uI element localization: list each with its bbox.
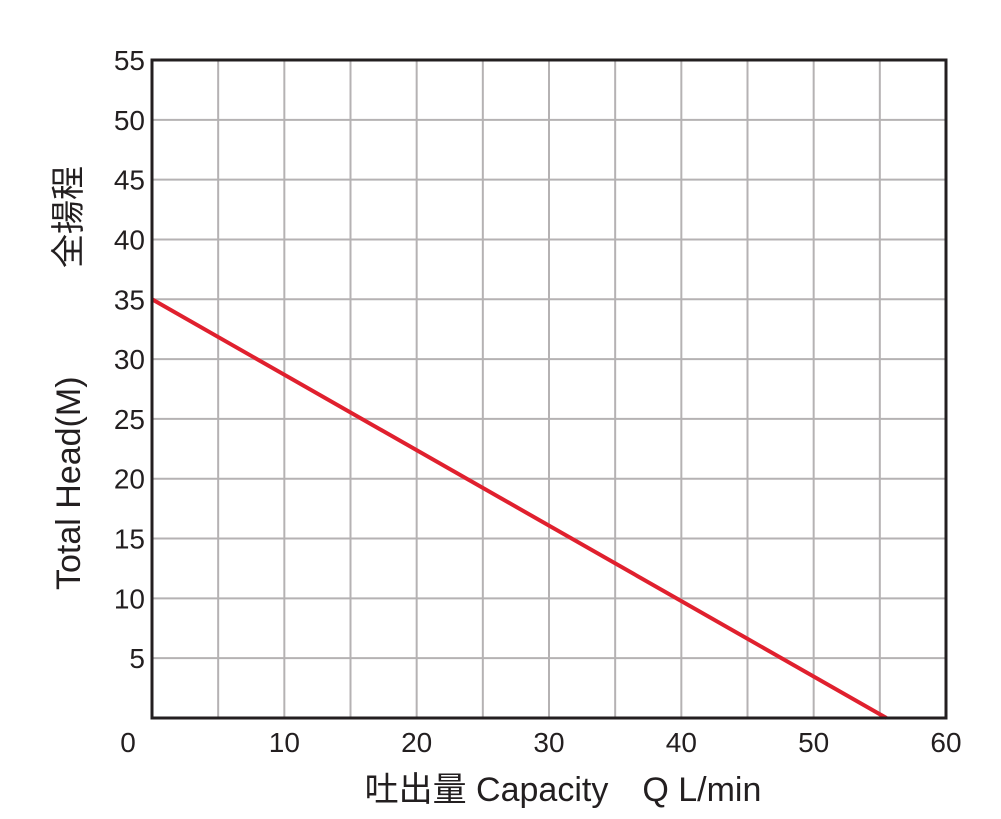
x-tick-label: 30 — [533, 727, 564, 758]
y-tick-label: 40 — [114, 224, 145, 255]
series-layer — [151, 297, 888, 720]
y-axis-title-group: Total Head(M) — [50, 376, 88, 590]
x-tick-label: 40 — [666, 727, 697, 758]
x-tick-label: 0 — [120, 727, 136, 758]
y-tick-label: 55 — [114, 45, 145, 76]
x-tick-label: 20 — [401, 727, 432, 758]
y-tick-label: 45 — [114, 165, 145, 196]
x-axis-title: 吐出量 Capacity Q L/min — [365, 771, 762, 809]
y-axis-title: Total Head(M) — [50, 376, 88, 590]
y-tick-label: 15 — [114, 524, 145, 555]
x-tick-label: 50 — [798, 727, 829, 758]
grid — [152, 60, 946, 718]
y-tick-label: 50 — [114, 105, 145, 136]
plot-frame — [150, 58, 948, 720]
y-tick-label: 20 — [114, 464, 145, 495]
y-tick-label: 10 — [114, 583, 145, 614]
y-tick-label: 5 — [129, 643, 145, 674]
series-line — [151, 297, 888, 720]
x-tick-labels: 0 10 20 30 40 50 60 — [120, 727, 961, 758]
y-axis-title-cjk: 全揚程 — [49, 166, 89, 268]
x-tick-label: 10 — [269, 727, 300, 758]
y-tick-label: 30 — [114, 344, 145, 375]
x-tick-label: 60 — [930, 727, 961, 758]
y-tick-label: 25 — [114, 404, 145, 435]
y-tick-label: 35 — [114, 284, 145, 315]
y-axis-title-cjk-group: 全揚程 — [49, 166, 89, 268]
y-tick-labels: 5 10 15 20 25 30 35 40 45 50 55 — [114, 45, 145, 674]
